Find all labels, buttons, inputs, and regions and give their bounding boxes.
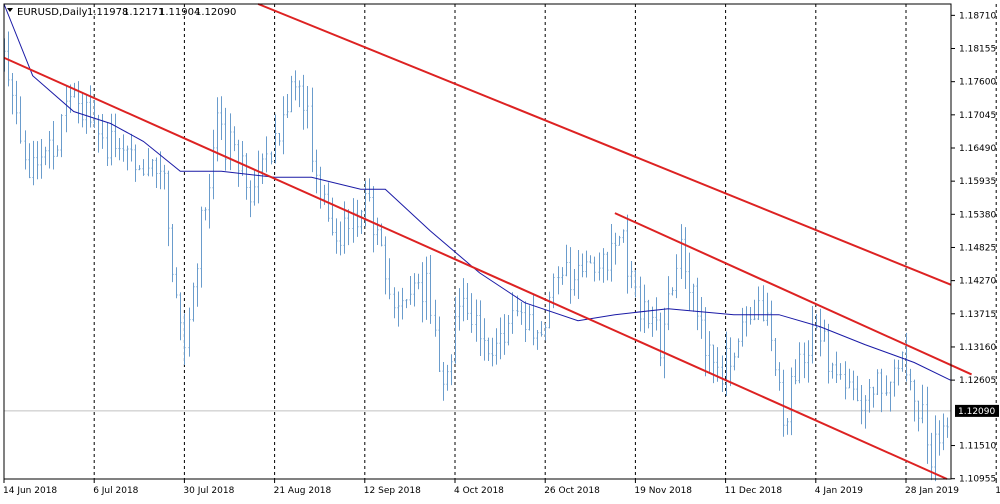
price-tick-label: 1.15380 [959, 210, 996, 220]
price-tick-label: 1.13715 [959, 310, 996, 320]
time-tick-label: 12 Sep 2018 [364, 486, 421, 496]
high-value: 1.12171 [123, 7, 164, 18]
price-tick-label: 1.18155 [959, 45, 996, 55]
time-tick-label: 4 Oct 2018 [454, 486, 504, 496]
close-value: 1.12090 [195, 7, 236, 18]
moving-average [3, 3, 952, 381]
price-tick-label: 1.10955 [959, 475, 996, 485]
trendlines[interactable] [3, 3, 973, 480]
time-tick-label: 14 Jun 2018 [3, 486, 57, 496]
trendline[interactable] [614, 212, 973, 376]
current-price-badge [955, 404, 999, 417]
symbol-label: EURUSD,Daily [17, 7, 88, 18]
time-axis[interactable]: 14 Jun 2018 6 Jul 2018 30 Jul 2018 21 Aug 2… [3, 479, 1000, 496]
price-tick-label: 1.17045 [959, 111, 996, 121]
time-tick-label: 21 Aug 2018 [274, 486, 332, 496]
time-tick-label: 4 Jan 2019 [815, 486, 863, 496]
time-tick-label: 19 Nov 2018 [634, 486, 692, 496]
price-tick-label: 1.14825 [959, 243, 996, 253]
price-tick-label: 1.16490 [959, 144, 996, 154]
time-tick-label: 26 Oct 2018 [544, 486, 600, 496]
price-tick-label: 1.17600 [959, 78, 996, 88]
time-tick-label: 30 Jul 2018 [183, 486, 234, 496]
triangle-down-icon[interactable] [7, 8, 13, 12]
price-tick-label: 1.14270 [959, 277, 996, 287]
price-bars[interactable] [3, 31, 949, 482]
trendline[interactable] [3, 56, 948, 480]
grid [93, 4, 997, 479]
price-tick-label: 1.13160 [959, 343, 996, 353]
open-value: 1.11978 [87, 7, 128, 18]
price-tick-label: 1.15935 [959, 177, 996, 187]
time-tick-label: 19 Feb 2019 [995, 486, 1000, 496]
price-axis[interactable]: 1.18710 1.18155 1.17600 1.17045 1.16490 1.159… [951, 11, 999, 485]
moving-average-line [3, 3, 952, 381]
time-tick-label: 28 Jan 2019 [905, 486, 959, 496]
time-tick-label: 6 Jul 2018 [93, 486, 138, 496]
low-value: 1.11904 [159, 7, 200, 18]
plot-frame [3, 3, 952, 480]
time-tick-label: 11 Dec 2018 [725, 486, 783, 496]
trendline[interactable] [257, 3, 952, 286]
price-tick-label: 1.18710 [959, 11, 996, 21]
price-tick-label: 1.11510 [959, 442, 996, 452]
current-price-label: 1.12090 [958, 407, 995, 417]
price-tick-label: 1.12605 [959, 376, 996, 386]
chart-header: EURUSD,Daily 1.11978 1.12171 1.11904 1.1… [7, 7, 236, 18]
